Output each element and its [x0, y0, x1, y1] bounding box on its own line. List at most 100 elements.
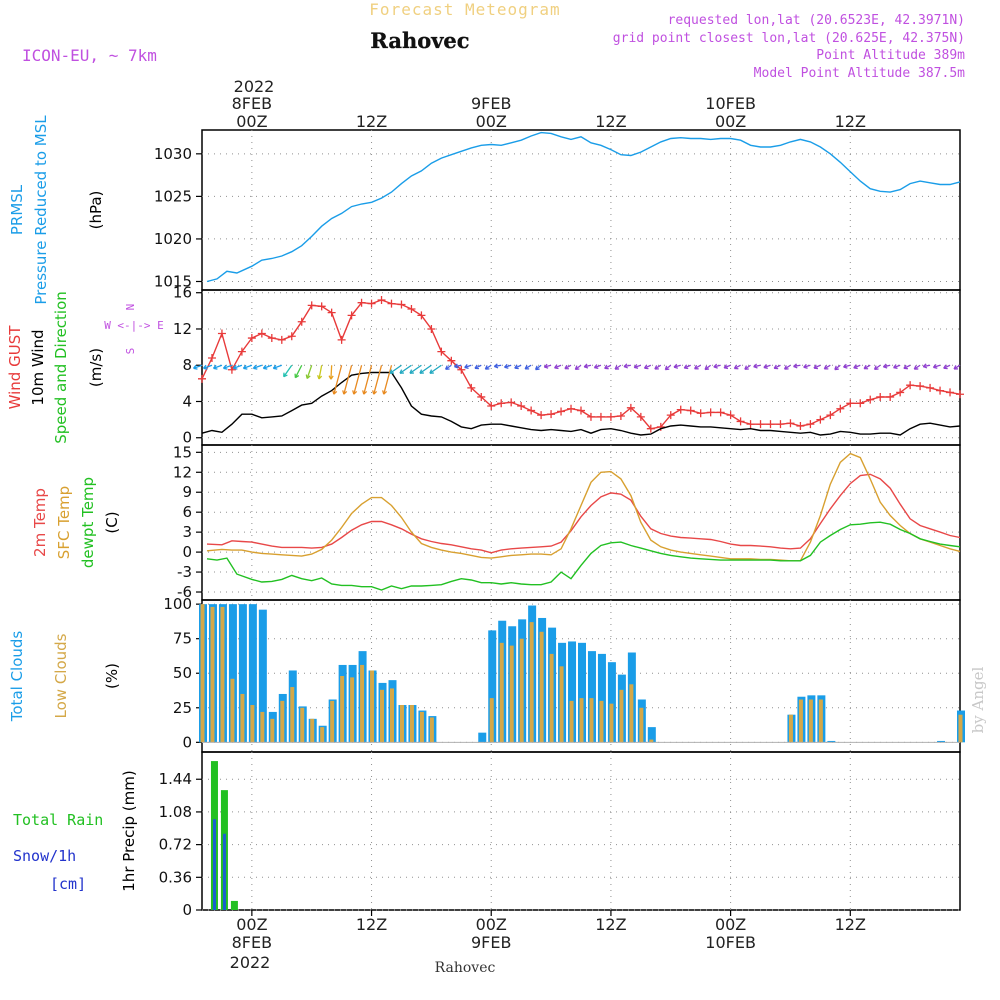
low-cloud-bar: [290, 687, 295, 743]
t2m-line: [206, 473, 961, 554]
gust-point: [816, 415, 825, 424]
total-cloud-bar: [258, 609, 267, 743]
wind-arrow-head: [382, 390, 388, 395]
precip-legend-item: Total Rain: [13, 811, 103, 829]
low-cloud-bar: [519, 638, 524, 743]
top-hour-label: 00Z: [715, 112, 746, 131]
panel-temperature: -6 -3 0 3 6 9 12 15 2m Temp SFC Temp dewpt Temp (C): [31, 443, 961, 601]
top-day-label: 8FEB: [232, 94, 272, 113]
gust-point: [257, 329, 266, 338]
gust-point: [267, 334, 276, 343]
low-cloud-bar: [509, 645, 514, 743]
precip-frame: [201, 751, 961, 911]
wind-arrow-head: [305, 374, 311, 379]
wind-arrow-head: [704, 365, 710, 371]
wind-arrow-head: [903, 364, 908, 370]
ytick-label: 9: [182, 483, 192, 501]
wind-arrow-head: [474, 364, 480, 370]
wind-arrow-head: [783, 365, 789, 370]
wind-arrow-head: [272, 364, 278, 370]
wind-arrow: [318, 365, 323, 380]
low-cloud-bar: [818, 699, 823, 743]
low-cloud-bar: [220, 606, 225, 743]
gust-point: [646, 424, 655, 433]
gust-point: [217, 329, 226, 338]
low-cloud-bar: [579, 698, 584, 743]
gust-point: [547, 410, 556, 419]
gust-point: [686, 406, 695, 415]
clouds-ylabel: Low Clouds: [52, 633, 70, 718]
wind-arrow-head: [823, 365, 829, 370]
low-cloud-bar: [599, 700, 604, 743]
total-cloud-bar: [937, 740, 946, 743]
ytick-label: 4: [182, 392, 192, 410]
wind-arrow-head: [593, 364, 599, 370]
gust-point: [317, 302, 326, 311]
bottom-hour-label: 12Z: [595, 915, 626, 934]
wind-arrow-head: [372, 390, 378, 395]
wind-arrow: [383, 365, 393, 395]
ytick-label: 50: [173, 664, 192, 682]
low-cloud-bar: [619, 689, 624, 743]
low-cloud-bar: [958, 714, 963, 743]
gust-point: [467, 383, 476, 392]
bottom-hour-label: 00Z: [236, 915, 267, 934]
wind-arrow: [343, 365, 353, 395]
temperature-ylabel: SFC Temp: [55, 486, 73, 559]
low-cloud-bar: [489, 698, 494, 743]
wind-arrow-head: [733, 364, 739, 370]
wind-arrow: [353, 365, 363, 395]
temperature-ylabel: 2m Temp: [31, 488, 49, 557]
panel-precip: 0 0.36 0.72 1.08 1.44 1hr Precip (mm) Total Ra…: [13, 751, 961, 919]
gust-point: [437, 347, 446, 356]
ytick-label: 6: [182, 503, 192, 521]
pressure-unit: (hPa): [87, 191, 105, 230]
ytick-label: 12: [173, 320, 192, 338]
low-cloud-bar: [589, 698, 594, 743]
gust-point: [786, 419, 795, 428]
gust-point: [297, 317, 306, 326]
bottom-hour-label: 12Z: [356, 915, 387, 934]
wind-arrow-head: [193, 364, 198, 370]
wind-arrow-head: [543, 363, 549, 369]
panel-pressure: 1015 1020 1025 1030 PRMSL Pressure Reduced to…: [8, 115, 961, 305]
wind-arrow-head: [504, 363, 509, 369]
wind-arrow-head: [673, 363, 679, 369]
low-cloud-bar: [250, 705, 255, 743]
gust-point: [866, 395, 875, 404]
gust-point: [776, 420, 785, 429]
gust-point: [427, 324, 436, 333]
low-cloud-bar: [200, 604, 205, 743]
gust-point: [507, 398, 516, 407]
wind-arrow-head: [583, 363, 589, 369]
requested-point: requested lon,lat (20.6523E, 42.3971N): [668, 13, 965, 28]
precip-legend-item: Snow/1h: [13, 847, 76, 865]
low-cloud-bar: [360, 664, 365, 743]
prmsl-line: [206, 131, 961, 283]
low-cloud-bar: [340, 676, 345, 743]
gust-point: [906, 381, 915, 390]
wind-arrow-head: [534, 365, 540, 371]
low-cloud-bar: [808, 699, 813, 743]
low-cloud-bar: [639, 707, 644, 743]
wind-arrow-head: [429, 369, 434, 374]
low-cloud-bar: [549, 653, 554, 743]
ytick-label: -6: [177, 583, 192, 601]
gust-point: [417, 311, 426, 320]
temperature-unit: (C): [103, 511, 121, 533]
ytick-label: 3: [182, 523, 192, 541]
wind-arrow-head: [683, 364, 689, 370]
top-day-label: 10FEB: [705, 94, 756, 113]
wind-arrow: [389, 364, 402, 374]
gust-point: [377, 295, 386, 304]
gust-point: [287, 332, 296, 341]
ytick-label: 0: [182, 733, 192, 751]
wind-arrow-head: [614, 365, 620, 370]
top-hour-label: 00Z: [476, 112, 507, 131]
gust-point: [846, 399, 855, 408]
gust-point: [567, 404, 576, 413]
ytick-label: 0: [182, 901, 192, 919]
gust-point: [337, 335, 346, 344]
wind-arrow-head: [283, 372, 288, 378]
